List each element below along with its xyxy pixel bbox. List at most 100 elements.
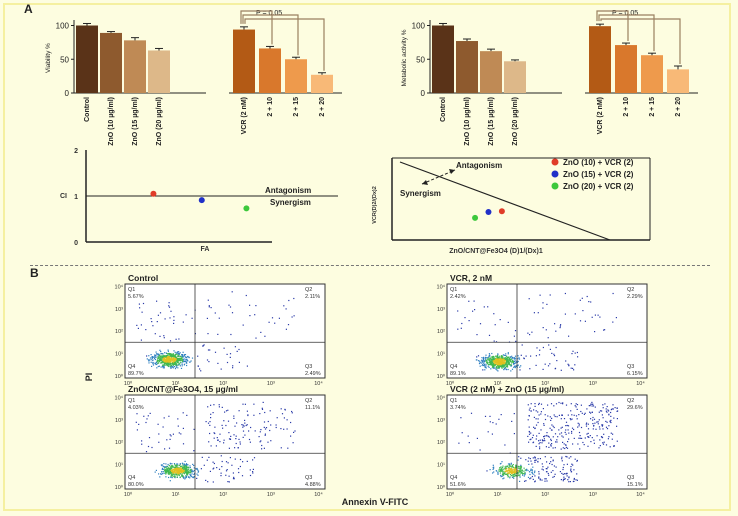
event-dot: [509, 360, 512, 363]
event-dot: [173, 363, 176, 365]
event-dot: [568, 365, 570, 367]
event-dot: [503, 362, 505, 364]
event-dot: [164, 468, 166, 470]
event-dot: [162, 361, 164, 363]
event-dot: [534, 403, 536, 405]
event-dot: [506, 366, 509, 368]
event-dot: [550, 439, 552, 442]
event-dot: [562, 402, 564, 404]
event-dot: [484, 358, 487, 360]
y-tick-label: 2: [74, 148, 78, 155]
event-dot: [161, 467, 164, 469]
event-dot: [598, 411, 600, 413]
event-dot: [601, 425, 603, 427]
event-dot: [499, 360, 501, 362]
event-dot: [577, 356, 579, 358]
event-dot: [502, 475, 504, 477]
event-dot: [489, 361, 491, 364]
event-dot: [182, 351, 184, 353]
event-dot: [162, 471, 164, 473]
event-dot: [570, 367, 572, 369]
event-dot: [558, 401, 560, 404]
event-dot: [553, 426, 555, 429]
event-dot: [597, 314, 599, 316]
category-label: VCR (2 nM): [241, 97, 248, 134]
event-dot: [233, 476, 235, 478]
event-dot: [508, 358, 511, 360]
event-dot: [188, 467, 190, 469]
event-dot: [192, 477, 194, 479]
event-dot: [270, 440, 272, 442]
event-dot: [491, 352, 493, 355]
event-dot: [574, 352, 576, 354]
event-dot: [210, 307, 212, 309]
event-dot: [535, 438, 537, 440]
event-dot: [264, 411, 266, 414]
event-dot: [556, 416, 558, 418]
event-dot: [500, 466, 502, 468]
event-dot: [538, 402, 540, 404]
event-dot: [171, 471, 173, 473]
event-dot: [167, 470, 169, 473]
event-dot: [514, 473, 516, 475]
event-dot: [494, 362, 496, 364]
event-dot: [169, 469, 171, 471]
event-dot: [460, 417, 462, 419]
q2-label: Q2: [627, 398, 634, 404]
event-dot: [280, 428, 282, 430]
event-dot: [514, 367, 516, 369]
event-dot: [579, 299, 581, 301]
event-dot: [294, 430, 296, 432]
event-dot: [190, 475, 192, 478]
event-dot: [164, 471, 166, 473]
event-dot: [594, 406, 596, 408]
event-dot: [179, 358, 181, 360]
event-dot: [509, 474, 512, 476]
y-tick-label: 50: [60, 55, 69, 64]
event-dot: [162, 364, 164, 366]
event-dot: [553, 414, 555, 416]
event-dot: [190, 360, 192, 362]
y-tick-label: 100: [412, 22, 426, 31]
event-dot: [197, 365, 199, 367]
event-dot: [512, 360, 514, 363]
y-axis-label: CI: [60, 193, 67, 200]
event-dot: [175, 465, 177, 468]
event-dot: [611, 408, 613, 410]
event-dot: [483, 362, 485, 364]
event-dot: [179, 463, 181, 465]
event-dot: [189, 465, 191, 467]
event-dot: [265, 427, 268, 429]
event-dot: [514, 366, 516, 368]
event-dot: [585, 423, 587, 425]
event-dot: [570, 403, 572, 405]
event-dot: [565, 473, 567, 475]
event-dot: [180, 361, 182, 363]
event-dot: [161, 357, 164, 359]
event-dot: [566, 475, 568, 477]
event-dot: [531, 469, 533, 471]
event-dot: [507, 368, 509, 371]
event-dot: [183, 472, 185, 474]
event-dot: [175, 357, 177, 359]
event-dot: [156, 300, 158, 302]
event-dot: [293, 431, 295, 433]
q1-label: Q1: [450, 287, 457, 293]
event-dot: [570, 410, 572, 412]
event-dot: [501, 355, 503, 357]
event-dot: [505, 470, 508, 472]
event-dot: [188, 357, 190, 359]
event-dot: [554, 323, 556, 325]
event-dot: [589, 435, 591, 437]
event-dot: [177, 355, 179, 357]
event-dot: [513, 363, 515, 365]
event-dot: [502, 474, 504, 476]
event-dot: [576, 418, 578, 420]
event-dot: [485, 354, 487, 356]
event-dot: [578, 425, 580, 427]
event-dot: [559, 433, 561, 435]
y-tick-label: 10³: [437, 307, 445, 313]
event-dot: [552, 425, 554, 427]
event-dot: [490, 357, 492, 359]
event-dot: [510, 466, 513, 468]
